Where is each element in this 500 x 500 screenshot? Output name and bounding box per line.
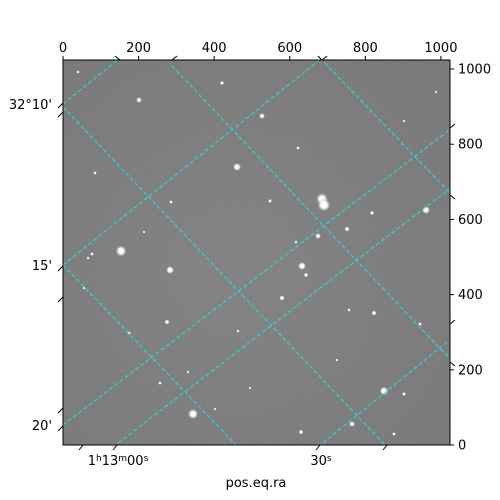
star-core	[91, 253, 93, 255]
star-core	[220, 81, 224, 85]
star-core	[77, 71, 79, 73]
dec-axis: 32°10' 15' 20'	[9, 55, 456, 434]
dec-tick-mark	[57, 102, 64, 109]
right-tick-label: 600	[458, 213, 483, 228]
ra-grid-line	[319, 338, 450, 445]
x-axis-title: pos.eq.ra	[226, 476, 287, 491]
dec-minor-tick	[57, 111, 64, 118]
ra-grid-line	[63, 128, 450, 426]
right-grid-tick	[449, 319, 456, 325]
star-core	[316, 234, 320, 238]
dec-grid-line	[63, 264, 237, 445]
star-core	[348, 309, 350, 311]
star-core	[168, 268, 172, 272]
top-grid-tick	[321, 55, 328, 61]
star-core	[370, 211, 374, 215]
star-core	[299, 430, 303, 434]
right-tick-label: 400	[458, 288, 483, 303]
ra-minor-tick	[78, 444, 84, 451]
ra-tick-mark	[315, 444, 321, 451]
star-core	[269, 200, 271, 202]
star-core	[249, 387, 251, 389]
top-grid-tick	[317, 55, 323, 61]
star-core	[336, 359, 338, 361]
star-core	[300, 264, 304, 268]
ra-grid-line	[63, 60, 321, 266]
coordinate-grid	[63, 60, 450, 445]
dec-tick-mark	[57, 425, 64, 432]
right-tick-label: 800	[458, 138, 483, 153]
right-tick-label: 200	[458, 363, 483, 378]
dec-tick-label: 32°10'	[9, 98, 52, 113]
sky-image	[63, 60, 450, 445]
dec-tick-label: 15'	[32, 259, 52, 274]
star-core	[94, 172, 96, 174]
dec-grid-line	[321, 60, 450, 194]
star-core	[372, 311, 376, 315]
top-tick-label: 400	[202, 41, 227, 56]
star-core	[403, 393, 405, 395]
dec-minor-tick	[57, 407, 64, 414]
star-core	[297, 147, 299, 149]
star-core	[350, 422, 354, 426]
top-tick-label: 0	[59, 41, 67, 56]
ra-tick-label: 1h13m00s	[88, 454, 149, 469]
right-tick-label: 0	[458, 439, 466, 454]
star-core	[403, 120, 405, 122]
ra-tick-mark	[112, 444, 118, 451]
star-core	[260, 114, 264, 118]
top-tick-label: 200	[126, 41, 151, 56]
top-tick-label: 1000	[424, 41, 457, 56]
star-core	[304, 273, 308, 277]
dec-minor-tick	[57, 296, 64, 303]
ra-minor-tick	[382, 444, 388, 451]
star-core	[137, 98, 141, 102]
star-core	[235, 165, 239, 169]
right-grid-tick	[449, 361, 456, 367]
star-core	[424, 208, 428, 212]
sky-noise	[63, 60, 450, 445]
star-core	[419, 323, 421, 325]
star-core	[159, 382, 161, 384]
top-grid-tick	[171, 55, 178, 61]
star-core	[170, 201, 172, 203]
star-core	[237, 330, 239, 332]
right-tick-label: 1000	[458, 63, 491, 78]
star-core	[143, 231, 145, 233]
star-core	[321, 202, 327, 208]
star-core	[295, 241, 297, 243]
star-core	[165, 320, 169, 324]
star-core	[280, 296, 284, 300]
star-core	[87, 257, 89, 259]
dec-tick-mark	[57, 265, 64, 272]
dec-grid-line	[63, 106, 386, 445]
dec-tick-label: 20'	[32, 419, 52, 434]
right-grid-tick	[449, 194, 456, 200]
star-core	[435, 91, 437, 93]
star-core	[187, 371, 189, 373]
top-tick-label: 600	[277, 41, 302, 56]
star-core	[345, 227, 349, 231]
plot-frame	[62, 59, 451, 446]
ra-tick-label: 30s	[310, 454, 332, 469]
star-field	[76, 70, 438, 436]
star-core	[214, 408, 216, 410]
star-core	[83, 287, 85, 289]
star-core	[190, 411, 196, 417]
top-pixel-axis: 0 200 400 600 800 1000	[59, 41, 457, 60]
dec-grid-line	[171, 65, 450, 360]
right-grid-tick	[449, 123, 456, 129]
right-pixel-axis: 0 200 400 600 800 1000	[450, 63, 491, 454]
top-tick-label: 800	[353, 41, 378, 56]
ra-axis: 1h13m00s 30s	[78, 444, 388, 469]
star-core	[393, 433, 395, 435]
star-core	[118, 248, 124, 254]
top-grid-tick	[114, 55, 121, 61]
ra-grid-line	[63, 60, 119, 105]
